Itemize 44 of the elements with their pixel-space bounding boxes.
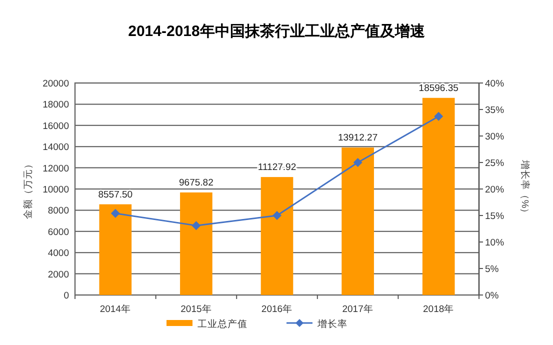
y2-tick-label: 5% (485, 264, 500, 275)
y2-axis-title: 增长率（%） (519, 158, 531, 218)
point (110, 208, 120, 218)
x-tick-label: 2016年 (261, 303, 293, 315)
x-tick-label: 2018年 (423, 303, 454, 315)
y2-tick-label: 10% (485, 238, 505, 248)
y2-tick-label: 15% (485, 211, 505, 222)
data-label: 9675.82 (179, 177, 214, 188)
y-tick-label: 0 (64, 290, 69, 302)
data-label: 18596.35 (418, 82, 458, 94)
bar (260, 177, 294, 295)
point (434, 112, 444, 121)
data-label: 13912.27 (338, 132, 378, 144)
bar (342, 148, 374, 295)
y-tick-label: 18000 (42, 100, 69, 111)
x-tick-label: 2015年 (180, 303, 212, 315)
y-tick-label: 2000 (48, 269, 69, 280)
y2-tick-label: 25% (485, 158, 505, 169)
bar (99, 204, 132, 295)
y-tick-label: 16000 (42, 120, 69, 132)
y2-tick-label: 35% (485, 105, 505, 116)
point (272, 211, 282, 220)
y-tick-label: 12000 (42, 163, 69, 174)
y-tick-label: 4000 (48, 248, 69, 260)
x-tick-label: 2014年 (100, 303, 131, 315)
legend-label: 增长率 (316, 318, 348, 330)
legend-label: 工业总产值 (198, 318, 248, 330)
chart-title: 2014-2018年中国抹茶行业工业总产值及增速 (128, 23, 426, 40)
y2-tick-label: 30% (485, 132, 505, 142)
y2-tick-label: 20% (485, 184, 505, 196)
y-tick-label: 14000 (42, 142, 69, 154)
bar (180, 192, 212, 295)
x-tick-label: 2017年 (342, 303, 374, 315)
y-tick-label: 10000 (42, 184, 69, 196)
bar (422, 98, 455, 295)
y-tick-label: 6000 (48, 226, 69, 238)
y2-tick-label: 0% (485, 290, 500, 302)
point (353, 158, 362, 167)
y-tick-label: 8000 (48, 206, 69, 217)
data-label: 8557.50 (98, 189, 133, 200)
y2-tick-label: 40% (485, 78, 505, 90)
y-axis-title: 金额（万元） (22, 159, 34, 219)
point (192, 221, 201, 230)
y-tick-label: 20000 (42, 78, 69, 90)
